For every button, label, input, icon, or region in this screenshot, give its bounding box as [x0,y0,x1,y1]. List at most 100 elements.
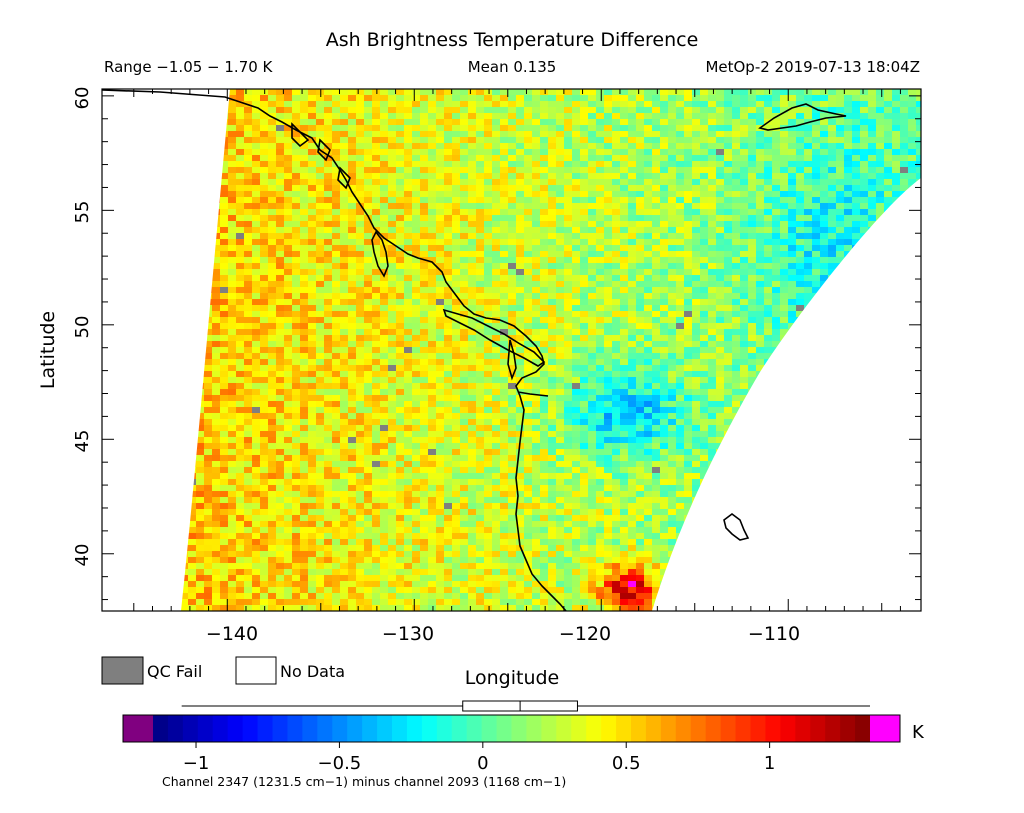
swath-pixel [308,407,316,413]
swath-pixel [524,113,532,119]
swath-pixel [716,311,724,317]
swath-pixel [524,167,532,173]
swath-pixel [244,173,252,179]
swath-pixel [300,335,308,341]
swath-pixel [596,275,604,281]
swath-pixel [476,299,484,305]
swath-pixel [420,89,428,95]
swath-pixel [244,281,252,287]
swath-pixel [452,113,460,119]
swath-pixel [444,227,452,233]
swath-pixel [716,221,724,227]
swath-pixel [548,173,556,179]
swath-pixel [628,113,636,119]
swath-pixel [356,167,364,173]
swath-pixel [388,95,396,101]
swath-pixel [572,293,580,299]
swath-pixel [628,287,636,293]
swath-pixel [364,269,372,275]
swath-pixel [732,251,740,257]
swath-pixel [524,131,532,137]
swath-pixel [692,197,700,203]
swath-pixel [804,101,812,107]
swath-pixel [668,185,676,191]
swath-pixel [724,167,732,173]
swath-pixel [916,173,921,179]
swath-pixel [548,323,556,329]
swath-pixel [772,215,780,221]
swath-pixel [444,185,452,191]
swath-pixel [620,89,628,95]
swath-pixel [892,113,900,119]
swath-pixel [628,293,636,299]
swath-pixel [628,209,636,215]
swath-pixel [420,389,428,395]
swath-pixel [340,191,348,197]
swath-pixel [388,227,396,233]
swath-pixel [332,341,340,347]
swath-pixel [244,407,252,413]
swath-pixel [492,233,500,239]
swath-pixel [556,263,564,269]
swath-pixel [292,347,300,353]
swath-pixel [428,185,436,191]
swath-pixel [644,119,652,125]
swath-pixel [644,161,652,167]
swath-pixel [548,287,556,293]
swath-pixel [436,173,444,179]
swath-pixel [220,179,228,185]
swath-pixel [396,353,404,359]
swath-pixel [220,377,228,383]
swath-pixel [292,293,300,299]
swath-pixel [452,233,460,239]
swath-pixel [764,125,772,131]
swath-pixel [636,113,644,119]
swath-pixel [388,113,396,119]
swath-pixel [452,395,460,401]
swath-pixel [620,329,628,335]
swath-pixel [236,323,244,329]
swath-pixel [836,185,844,191]
swath-pixel [244,191,252,197]
swath-pixel [452,167,460,173]
swath-pixel [332,383,340,389]
swath-pixel [388,221,396,227]
swath-pixel [804,227,812,233]
swath-pixel [508,185,516,191]
swath-pixel [444,269,452,275]
swath-pixel [436,113,444,119]
swath-pixel [700,371,708,377]
swath-pixel [580,317,588,323]
swath-pixel [556,353,564,359]
swath-pixel [300,101,308,107]
swath-pixel [500,251,508,257]
swath-pixel [404,407,412,413]
swath-pixel [300,233,308,239]
swath-pixel [532,233,540,239]
swath-pixel [548,407,556,413]
swath-pixel [620,95,628,101]
swath-pixel [684,299,692,305]
swath-pixel [540,227,548,233]
swath-pixel [532,131,540,137]
swath-pixel [372,113,380,119]
swath-pixel [268,269,276,275]
swath-pixel [492,263,500,269]
swath-pixel [236,293,244,299]
swath-pixel [476,173,484,179]
swath-pixel [284,401,292,407]
swath-pixel [780,221,788,227]
swath-pixel [548,263,556,269]
swath-pixel [252,383,260,389]
swath-pixel [556,197,564,203]
swath-pixel [236,167,244,173]
swath-pixel [428,347,436,353]
swath-pixel [308,233,316,239]
swath-pixel [676,365,684,371]
swath-pixel [588,317,596,323]
swath-pixel [356,365,364,371]
swath-pixel [436,131,444,137]
swath-pixel [532,209,540,215]
swath-pixel [540,131,548,137]
swath-pixel [652,383,660,389]
